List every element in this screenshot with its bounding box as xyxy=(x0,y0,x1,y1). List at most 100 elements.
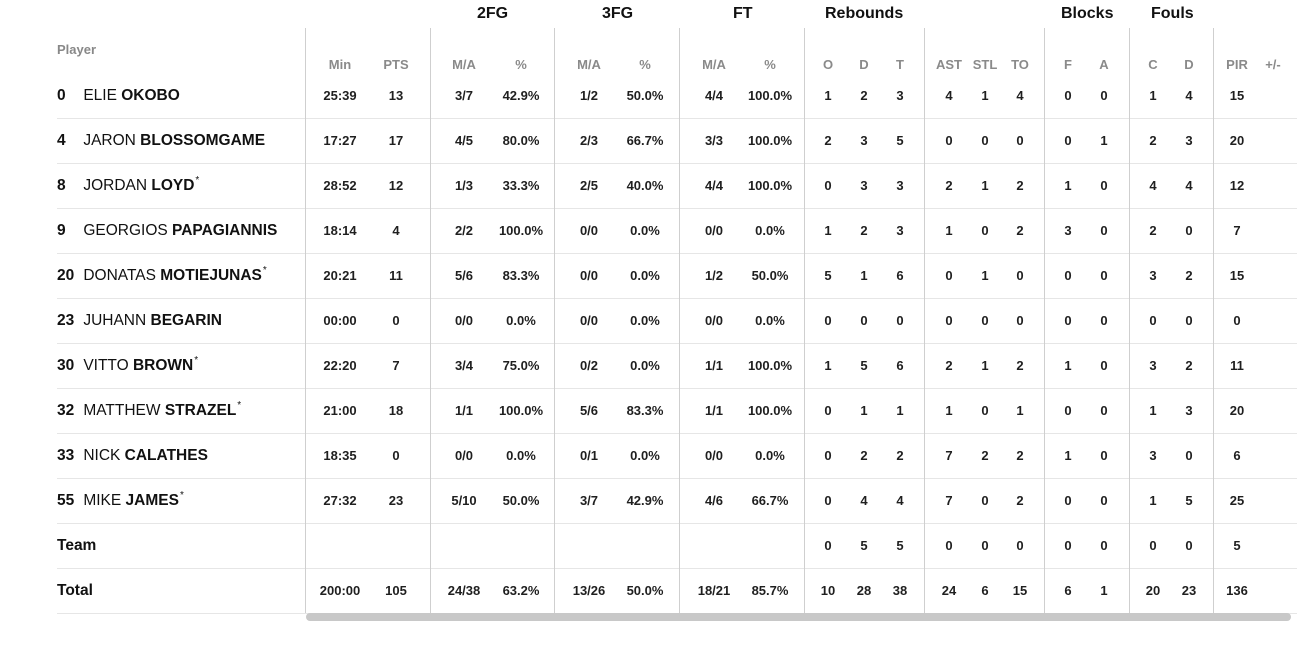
player-last-name: BEGARIN xyxy=(150,312,222,329)
cell-pm xyxy=(1245,298,1301,343)
table-row: 8 JORDAN LOYD* 28:52 12 1/3 33.3% 2/5 40.0% 4/4… xyxy=(57,163,1297,209)
cell-fg3-pct: 0.0% xyxy=(630,313,660,328)
player-name: Total xyxy=(57,568,93,613)
cell-fg2-pct: 100.0% xyxy=(498,223,544,238)
cell-fg3-ma: 3/7 xyxy=(579,493,599,508)
cell-d: 1 xyxy=(860,403,868,418)
player-name[interactable]: 32 MATTHEW STRAZEL* xyxy=(57,388,241,433)
column-header-stl[interactable]: STL xyxy=(972,57,998,72)
player-name: Team xyxy=(57,523,96,568)
cell-fg2-ma: 24/38 xyxy=(447,583,481,598)
cell-fc: 20 xyxy=(1145,583,1161,598)
column-header-ft-pct[interactable]: % xyxy=(764,57,776,72)
cell-fg2-ma: 4/5 xyxy=(454,133,474,148)
cell-o: 10 xyxy=(820,583,836,598)
column-header-pts[interactable]: PTS xyxy=(383,57,409,72)
cell-fg3-ma: 13/26 xyxy=(572,583,606,598)
cell-bf: 3 xyxy=(1064,223,1072,238)
column-header-ba[interactable]: A xyxy=(1099,57,1109,72)
starter-marker: * xyxy=(195,175,200,186)
player-name[interactable]: 30 VITTO BROWN* xyxy=(57,343,198,388)
cell-pir: 0 xyxy=(1233,313,1241,328)
column-divider xyxy=(554,28,555,613)
player-name[interactable]: 33 NICK CALATHES xyxy=(57,433,208,478)
horizontal-scrollbar[interactable] xyxy=(306,613,1291,621)
column-header-fg2-pct[interactable]: % xyxy=(515,57,527,72)
column-header-fg3-ma[interactable]: M/A xyxy=(577,57,601,72)
group-header-blocks: Blocks xyxy=(1061,5,1114,22)
cell-ft-ma: 18/21 xyxy=(697,583,731,598)
cell-stl: 0 xyxy=(981,133,989,148)
table-row: 32 MATTHEW STRAZEL* 21:00 18 1/1 100.0% 5/6 83… xyxy=(57,388,1297,434)
cell-fg3-pct: 0.0% xyxy=(630,268,660,283)
cell-o: 5 xyxy=(824,268,832,283)
cell-fg3-ma: 0/0 xyxy=(579,268,599,283)
cell-fg3-pct: 40.0% xyxy=(626,178,664,193)
player-first-name: JARON xyxy=(83,132,136,149)
cell-fg2-pct: 50.0% xyxy=(502,493,540,508)
cell-to: 0 xyxy=(1016,538,1024,553)
player-number: 30 xyxy=(57,357,75,374)
player-first-name: JORDAN xyxy=(83,177,148,194)
cell-ba: 0 xyxy=(1100,538,1108,553)
player-name[interactable]: 55 MIKE JAMES* xyxy=(57,478,184,523)
column-header-bf[interactable]: F xyxy=(1064,57,1072,72)
cell-bf: 0 xyxy=(1064,268,1072,283)
cell-t: 0 xyxy=(896,313,904,328)
cell-fd: 4 xyxy=(1185,178,1193,193)
player-number: 0 xyxy=(57,87,66,104)
cell-o: 1 xyxy=(824,223,832,238)
cell-stl: 0 xyxy=(981,313,989,328)
column-header-pm[interactable]: +/- xyxy=(1265,57,1281,72)
cell-t: 6 xyxy=(896,268,904,283)
cell-ft-ma: 0/0 xyxy=(704,448,724,463)
cell-ft-ma: 1/2 xyxy=(704,268,724,283)
column-header-to[interactable]: TO xyxy=(1011,57,1029,72)
cell-ast: 2 xyxy=(945,358,953,373)
cell-stl: 6 xyxy=(981,583,989,598)
column-header-min[interactable]: Min xyxy=(328,57,352,72)
cell-to: 4 xyxy=(1016,88,1024,103)
cell-fg3-pct: 0.0% xyxy=(630,358,660,373)
column-header-pir[interactable]: PIR xyxy=(1226,57,1248,72)
player-name[interactable]: 9 GEORGIOS PAPAGIANNIS xyxy=(57,208,277,253)
column-header-player[interactable]: Player xyxy=(57,42,97,57)
cell-to: 2 xyxy=(1016,178,1024,193)
player-first-name: VITTO xyxy=(83,357,129,374)
cell-fc: 4 xyxy=(1149,178,1157,193)
cell-t: 38 xyxy=(892,583,908,598)
column-header-fd[interactable]: D xyxy=(1184,57,1194,72)
table-row: 4 JARON BLOSSOMGAME 17:27 17 4/5 80.0% 2/3 66.… xyxy=(57,118,1297,164)
player-name[interactable]: 0 ELIE OKOBO xyxy=(57,73,180,118)
column-header-fc[interactable]: C xyxy=(1148,57,1158,72)
starter-marker: * xyxy=(237,400,242,411)
column-header-ast[interactable]: AST xyxy=(936,57,962,72)
player-name[interactable]: 4 JARON BLOSSOMGAME xyxy=(57,118,265,163)
column-header-fg3-pct[interactable]: % xyxy=(639,57,651,72)
cell-pm xyxy=(1245,343,1301,388)
column-divider xyxy=(679,28,680,613)
cell-pir: 6 xyxy=(1233,448,1241,463)
column-header-d[interactable]: D xyxy=(859,57,869,72)
cell-bf: 0 xyxy=(1064,493,1072,508)
column-header-fg2-ma[interactable]: M/A xyxy=(452,57,476,72)
cell-ba: 1 xyxy=(1100,133,1108,148)
table-row: 20 DONATAS MOTIEJUNAS* 20:21 11 5/6 83.3% 0/0… xyxy=(57,253,1297,299)
cell-fd: 0 xyxy=(1185,448,1193,463)
cell-fg3-ma: 0/0 xyxy=(579,313,599,328)
cell-fc: 2 xyxy=(1149,133,1157,148)
cell-t: 3 xyxy=(896,178,904,193)
column-header-t[interactable]: T xyxy=(896,57,904,72)
player-name[interactable]: 8 JORDAN LOYD* xyxy=(57,163,199,208)
column-header-o[interactable]: O xyxy=(822,57,834,72)
cell-ft-ma: 4/4 xyxy=(704,88,724,103)
player-name[interactable]: 23 JUHANN BEGARIN xyxy=(57,298,222,343)
cell-fc: 2 xyxy=(1149,223,1157,238)
cell-ft-ma xyxy=(686,523,742,568)
cell-fg3-ma: 2/3 xyxy=(579,133,599,148)
column-header-ft-ma[interactable]: M/A xyxy=(702,57,726,72)
table-row: 9 GEORGIOS PAPAGIANNIS 18:14 4 2/2 100.0% 0/0… xyxy=(57,208,1297,254)
player-name[interactable]: 20 DONATAS MOTIEJUNAS* xyxy=(57,253,267,298)
cell-fg2-pct: 0.0% xyxy=(506,313,536,328)
cell-to: 2 xyxy=(1016,448,1024,463)
